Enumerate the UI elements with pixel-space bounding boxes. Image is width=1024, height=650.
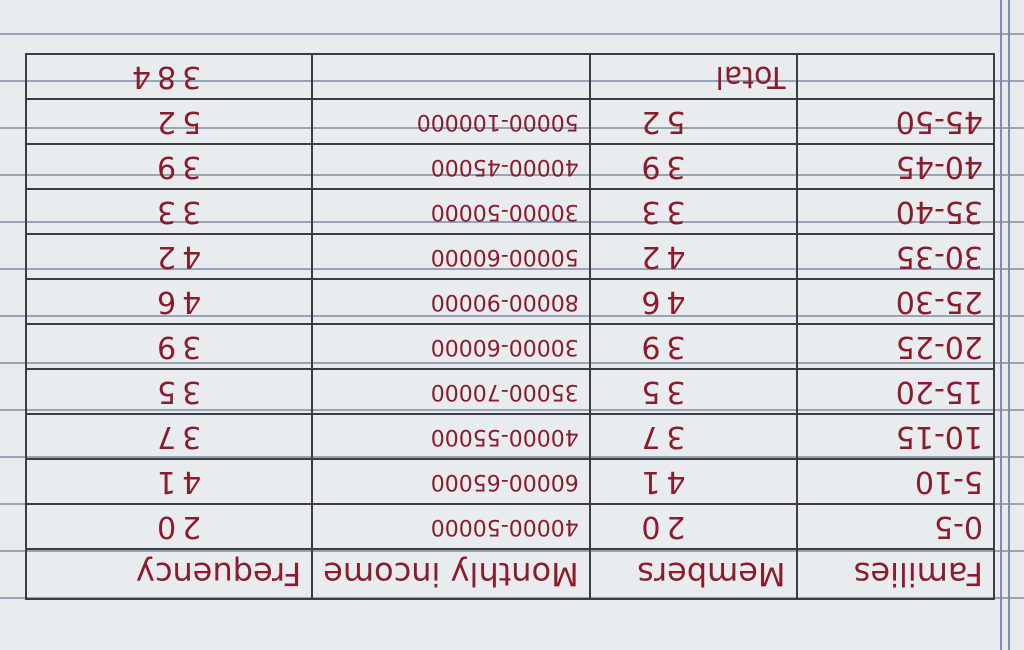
table-cell: 39 bbox=[589, 144, 797, 189]
empty-cell bbox=[312, 54, 590, 99]
table-cell: 46 bbox=[26, 279, 313, 324]
table-cell: 35 bbox=[589, 369, 797, 414]
header-row: Families Members Monthly income Frequency bbox=[26, 549, 994, 599]
column-header: Frequency bbox=[26, 549, 313, 599]
table-cell: 40000-45000 bbox=[312, 144, 590, 189]
table-cell: 45-50 bbox=[796, 99, 994, 144]
table-cell: 37 bbox=[26, 414, 313, 459]
table-cell: 37 bbox=[589, 414, 797, 459]
total-row: Total 384 bbox=[26, 54, 994, 99]
table-cell: 20-25 bbox=[796, 324, 994, 369]
table-cell: 33 bbox=[26, 189, 313, 234]
table-cell: 80000-90000 bbox=[312, 279, 590, 324]
table-cell: 50000-100000 bbox=[312, 99, 590, 144]
table-row: 25-30 46 80000-90000 46 bbox=[26, 279, 994, 324]
table-cell: 42 bbox=[589, 234, 797, 279]
table-cell: 35000-70000 bbox=[312, 369, 590, 414]
empty-cell bbox=[796, 54, 994, 99]
table-cell: 52 bbox=[589, 99, 797, 144]
table-cell: 33 bbox=[589, 189, 797, 234]
table-cell: 40000-50000 bbox=[312, 504, 590, 549]
table-cell: 39 bbox=[26, 324, 313, 369]
table-cell: 35-40 bbox=[796, 189, 994, 234]
table-cell: 52 bbox=[26, 99, 313, 144]
table-cell: 40-45 bbox=[796, 144, 994, 189]
table-cell: 20 bbox=[26, 504, 313, 549]
table-cell: 30-35 bbox=[796, 234, 994, 279]
table-cell: 46 bbox=[589, 279, 797, 324]
table-cell: 50000-60000 bbox=[312, 234, 590, 279]
column-header: Monthly income bbox=[312, 549, 590, 599]
table-cell: 40000-55000 bbox=[312, 414, 590, 459]
table-row: 15-20 35 35000-70000 35 bbox=[26, 369, 994, 414]
table-cell: 39 bbox=[589, 324, 797, 369]
table-row: 20-25 39 30000-60000 39 bbox=[26, 324, 994, 369]
table-cell: 42 bbox=[26, 234, 313, 279]
table-row: 30-35 42 50000-60000 42 bbox=[26, 234, 994, 279]
table-cell: 0-5 bbox=[796, 504, 994, 549]
table-row: 40-45 39 40000-45000 39 bbox=[26, 144, 994, 189]
table-cell: 39 bbox=[26, 144, 313, 189]
column-header: Families bbox=[796, 549, 994, 599]
table-cell: 10-15 bbox=[796, 414, 994, 459]
column-header: Members bbox=[589, 549, 797, 599]
table-cell: 25-30 bbox=[796, 279, 994, 324]
table-row: 0-5 20 40000-50000 20 bbox=[26, 504, 994, 549]
table-cell: 41 bbox=[26, 459, 313, 504]
table-cell: 35 bbox=[26, 369, 313, 414]
table-cell: 15-20 bbox=[796, 369, 994, 414]
margin-line bbox=[1000, 0, 1002, 650]
table-cell: 5-10 bbox=[796, 459, 994, 504]
total-label: Total bbox=[589, 54, 797, 99]
margin-line bbox=[1008, 0, 1010, 650]
table-row: 10-15 37 40000-55000 37 bbox=[26, 414, 994, 459]
table-row: 5-10 41 60000-65000 41 bbox=[26, 459, 994, 504]
table-cell: 30000-50000 bbox=[312, 189, 590, 234]
table-cell: 60000-65000 bbox=[312, 459, 590, 504]
total-value: 384 bbox=[26, 54, 313, 99]
table-cell: 41 bbox=[589, 459, 797, 504]
table-cell: 20 bbox=[589, 504, 797, 549]
table-cell: 30000-60000 bbox=[312, 324, 590, 369]
table-row: 35-40 33 30000-50000 33 bbox=[26, 189, 994, 234]
frequency-table: Families Members Monthly income Frequency 0… bbox=[25, 53, 995, 600]
table-row: 45-50 52 50000-100000 52 bbox=[26, 99, 994, 144]
